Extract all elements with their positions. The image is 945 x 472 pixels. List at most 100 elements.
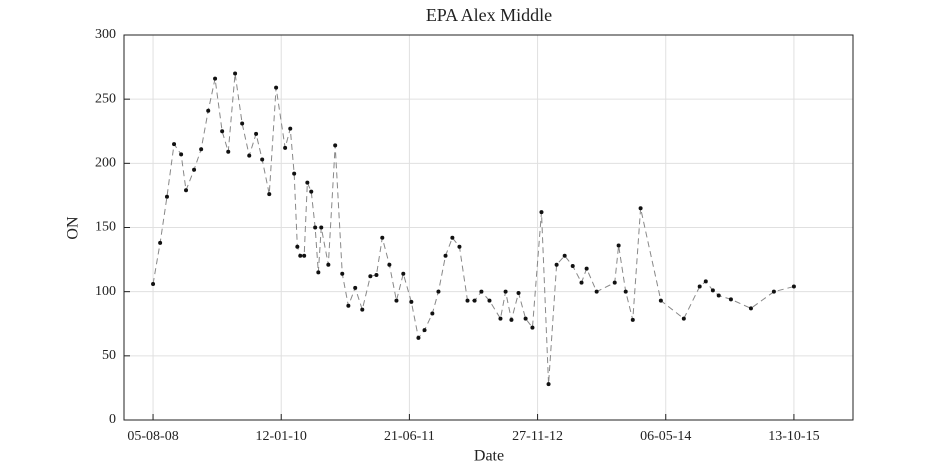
data-point [430,311,435,316]
data-point [247,153,252,158]
data-point [422,328,427,333]
data-point [319,225,324,230]
data-point [240,121,245,126]
data-point [288,126,293,131]
data-point [283,145,288,150]
y-tick-label: 0 [109,412,116,427]
data-point [562,253,567,258]
data-point [771,289,776,294]
x-axis-label: Date [474,448,504,465]
y-tick-label: 250 [95,91,116,106]
data-point [192,167,197,172]
data-line [152,73,795,385]
y-tick-label: 200 [95,156,116,171]
data-point [728,297,733,302]
data-point [509,317,514,322]
data-point [623,289,628,294]
plot-frame [123,34,854,421]
data-point [630,317,635,322]
data-point [326,262,331,267]
data-point [584,266,589,271]
data-point [213,76,218,81]
x-tick-label: 05-08-08 [127,429,178,444]
data-point [179,152,184,157]
data-point [298,253,303,258]
data-point [313,225,318,230]
data-point [346,303,351,308]
data-point [360,307,365,312]
data-point [710,288,715,293]
x-tick-label: 06-05-14 [640,429,691,444]
data-point [612,280,617,285]
data-point [716,293,721,298]
data-point [465,298,470,303]
data-point [681,316,686,321]
data-point [380,235,385,240]
data-point [487,298,492,303]
data-point [579,280,584,285]
data-point [260,157,265,162]
data-point [309,189,314,194]
data-point [233,71,238,76]
data-point [436,289,441,294]
data-point [498,316,503,321]
y-tick-label: 150 [95,220,116,235]
data-point [292,171,297,176]
data-point [503,289,508,294]
data-point [226,149,231,154]
data-point [450,235,455,240]
data-point [254,131,259,136]
data-point [158,240,163,245]
data-point [340,271,345,276]
data-point [594,289,599,294]
y-tick-label: 50 [102,348,116,363]
data-point [220,129,225,134]
data-point [151,281,156,286]
data-point [353,285,358,290]
data-point [472,298,477,303]
y-tick-label: 300 [95,27,116,42]
data-point [368,274,373,279]
data-point [457,244,462,249]
y-tick-label: 100 [95,284,116,299]
data-point [546,382,551,387]
data-point [409,299,414,304]
x-tick-label: 12-01-10 [256,429,307,444]
data-point [333,143,338,148]
data-point [554,262,559,267]
data-point [748,306,753,311]
data-point [274,85,279,90]
data-point [791,284,796,289]
data-point [697,284,702,289]
data-point [703,279,708,284]
x-tick-label: 27-11-12 [512,429,563,444]
data-point [616,243,621,248]
data-point [184,188,189,193]
data-point [416,335,421,340]
data-point [302,253,307,258]
data-point [443,253,448,258]
data-point [516,290,521,295]
data-point [206,108,211,113]
data-point [305,180,310,185]
data-point [638,206,643,211]
data-point [316,270,321,275]
data-point [267,192,272,197]
data-point [530,325,535,330]
data-point [295,244,300,249]
data-point [164,194,169,199]
x-tick-label: 13-10-15 [768,429,819,444]
data-point [570,264,575,268]
data-point [479,289,484,294]
data-point [172,142,177,147]
y-axis-label: ON [65,216,82,240]
data-point [374,272,379,277]
data-point [401,271,406,276]
data-point [387,262,392,267]
data-point [523,316,528,321]
chart-title: EPA Alex Middle [426,5,552,25]
x-tick-label: 21-06-11 [384,429,435,444]
data-point [658,298,663,303]
